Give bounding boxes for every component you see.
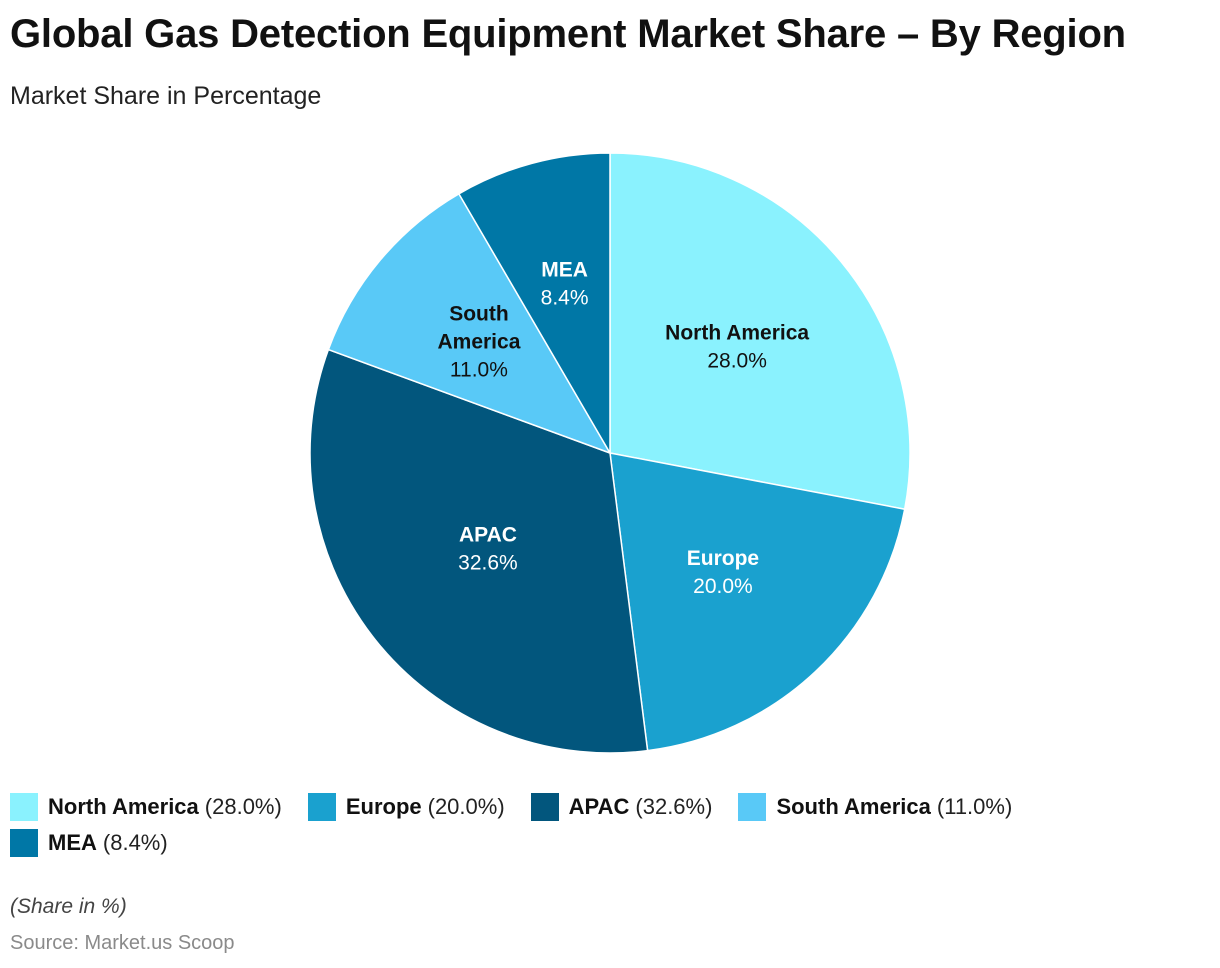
- pie-slice-mea: [457, 152, 611, 456]
- chart-legend: North America (28.0%) Europe (20.0%) APAC (32…: [10, 792, 1200, 858]
- legend-label: Europe: [345, 794, 422, 819]
- legend-swatch: [530, 793, 559, 821]
- slice-label-europe: Europe 20.0%: [687, 547, 759, 598]
- slice-name-label: MEA: [541, 259, 588, 282]
- pie-slice-europe: [609, 452, 906, 752]
- slice-label-north-america: North America 28.0%: [665, 321, 809, 372]
- pie-slice-north-america: [609, 152, 911, 511]
- pie-slice-south-america: [327, 192, 612, 455]
- slice-label-apac: APAC 32.6%: [458, 524, 518, 575]
- legend-item-europe[interactable]: Europe (20.0%): [307, 792, 505, 822]
- legend-item-apac[interactable]: APAC (32.6%): [530, 792, 713, 822]
- slice-value-label: 32.6%: [458, 552, 518, 575]
- legend-value: (32.6%): [635, 794, 713, 819]
- footnote: (Share in %): [10, 895, 127, 918]
- legend-value: (11.0%): [936, 794, 1013, 819]
- pie-labels: North America 28.0% Europe 20.0% APAC 32.6% So…: [437, 259, 809, 598]
- pie-slice-apac: [309, 348, 649, 754]
- legend-label: North America: [48, 794, 199, 819]
- slice-value-label: 28.0%: [707, 349, 767, 372]
- legend-value: (8.4%): [102, 830, 168, 855]
- chart-title: Global Gas Detection Equipment Market Sh…: [10, 12, 1126, 56]
- legend-value: (28.0%): [204, 794, 282, 819]
- legend-item-north-america[interactable]: North America (28.0%): [10, 792, 282, 822]
- legend-label: MEA: [48, 830, 97, 855]
- legend-swatch: [10, 829, 38, 857]
- legend-label: APAC: [568, 794, 630, 819]
- pie-slices: [309, 152, 911, 754]
- slice-name-label: Europe: [687, 547, 759, 570]
- slice-value-label: 11.0%: [450, 359, 508, 382]
- legend-swatch: [738, 793, 767, 821]
- slice-value-label: 20.0%: [693, 575, 753, 598]
- slice-value-label: 8.4%: [541, 287, 589, 310]
- slice-name-label: North America: [665, 321, 809, 344]
- slice-label-south-america: South America 11.0%: [437, 303, 520, 382]
- legend-item-south-america[interactable]: South America (11.0%): [738, 792, 1012, 822]
- pie-chart: North America 28.0% Europe 20.0% APAC 32.6% So…: [309, 152, 911, 754]
- legend-swatch: [307, 793, 336, 821]
- source-credit: Source: Market.us Scoop: [10, 932, 235, 954]
- legend-value: (20.0%): [427, 794, 505, 819]
- slice-label-mea: MEA 8.4%: [541, 259, 589, 310]
- slice-name-label: South: [449, 303, 508, 326]
- legend-label: South America: [776, 794, 931, 819]
- chart-subtitle: Market Share in Percentage: [10, 82, 322, 110]
- slice-name-label: America: [437, 331, 520, 354]
- slice-name-label: APAC: [459, 524, 517, 547]
- legend-item-mea[interactable]: MEA (8.4%): [10, 828, 168, 858]
- legend-swatch: [10, 793, 38, 821]
